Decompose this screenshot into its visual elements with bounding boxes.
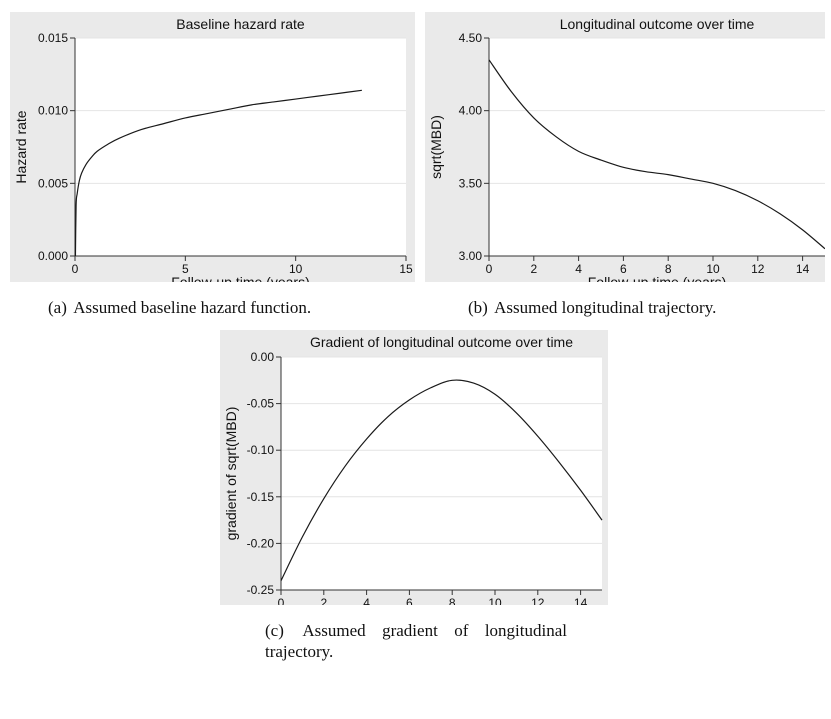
caption-c-text: Assumed gradient of longitudinal traject… [265, 621, 567, 661]
x-tick-label: 0 [278, 596, 285, 605]
x-tick-label: 8 [665, 262, 672, 276]
caption-b: (b) Assumed longitudinal trajectory. [468, 297, 716, 318]
y-axis-label: Hazard rate [13, 110, 29, 183]
plot-area [281, 357, 602, 590]
y-axis-label: sqrt(MBD) [428, 115, 444, 179]
chart-panel-c: Gradient of longitudinal outcome over ti… [220, 330, 608, 605]
plot-area [489, 38, 825, 256]
y-tick-label: -0.15 [247, 490, 275, 504]
chart-b: Longitudinal outcome over time 3.00 3.50 4.… [425, 12, 825, 282]
x-tick-label: 10 [706, 262, 720, 276]
series-line [488, 59, 825, 250]
x-tick-label: 4 [575, 262, 582, 276]
x-axis-label: Follow-up time (years) [588, 274, 726, 282]
chart-title: Baseline hazard rate [176, 16, 305, 32]
x-tick-label: 14 [796, 262, 810, 276]
x-tick-label: 12 [531, 596, 545, 605]
x-tick-label: 0 [486, 262, 493, 276]
caption-a-label: (a) [48, 298, 67, 317]
y-tick-label: -0.05 [247, 397, 275, 411]
caption-c: (c) Assumed gradient of longitudinal tra… [265, 620, 567, 662]
y-tick-label: -0.25 [247, 583, 275, 597]
series-line [74, 89, 362, 257]
y-tick-label: 0.005 [38, 176, 68, 190]
chart-title: Longitudinal outcome over time [560, 16, 755, 32]
caption-c-label: (c) [265, 621, 284, 640]
y-tick-label: -0.10 [247, 443, 275, 457]
x-tick-label: 6 [620, 262, 627, 276]
caption-a: (a) Assumed baseline hazard function. [48, 297, 311, 318]
y-tick-label: 0.010 [38, 104, 68, 118]
x-tick-label: 2 [320, 596, 327, 605]
x-tick-label: 10 [488, 596, 502, 605]
x-tick-label: 4 [363, 596, 370, 605]
caption-a-text: Assumed baseline hazard function. [73, 298, 312, 317]
y-axis-label: gradient of sqrt(MBD) [223, 407, 239, 541]
chart-panel-b: Longitudinal outcome over time 3.00 3.50 4.… [425, 12, 825, 282]
y-tick-label: 4.00 [459, 104, 483, 118]
chart-title: Gradient of longitudinal outcome over ti… [310, 334, 573, 350]
chart-panel-a: Baseline hazard rate 0.000 0.005 0.010 0.015… [10, 12, 415, 282]
x-tick-label: 14 [574, 596, 588, 605]
x-tick-label: 15 [399, 262, 413, 276]
x-tick-label: 12 [751, 262, 765, 276]
y-tick-label: 4.50 [459, 31, 483, 45]
y-tick-label: 3.00 [459, 249, 483, 263]
x-tick-label: 8 [449, 596, 456, 605]
caption-b-text: Assumed longitudinal trajectory. [494, 298, 717, 317]
x-tick-label: 10 [289, 262, 303, 276]
series-line [280, 379, 603, 581]
x-tick-label: 0 [72, 262, 79, 276]
y-tick-label: 0.000 [38, 249, 68, 263]
x-tick-label: 5 [182, 262, 189, 276]
y-tick-label: 3.50 [459, 176, 483, 190]
chart-c: Gradient of longitudinal outcome over ti… [220, 330, 608, 605]
x-tick-label: 2 [530, 262, 537, 276]
x-tick-label: 6 [406, 596, 413, 605]
plot-area [75, 38, 406, 256]
y-tick-label: 0.015 [38, 31, 68, 45]
y-tick-label: -0.20 [247, 536, 275, 550]
chart-a: Baseline hazard rate 0.000 0.005 0.010 0.015… [10, 12, 415, 282]
caption-b-label: (b) [468, 298, 488, 317]
y-tick-label: 0.00 [251, 350, 275, 364]
x-axis-label: Follow-up time (years) [171, 274, 309, 282]
